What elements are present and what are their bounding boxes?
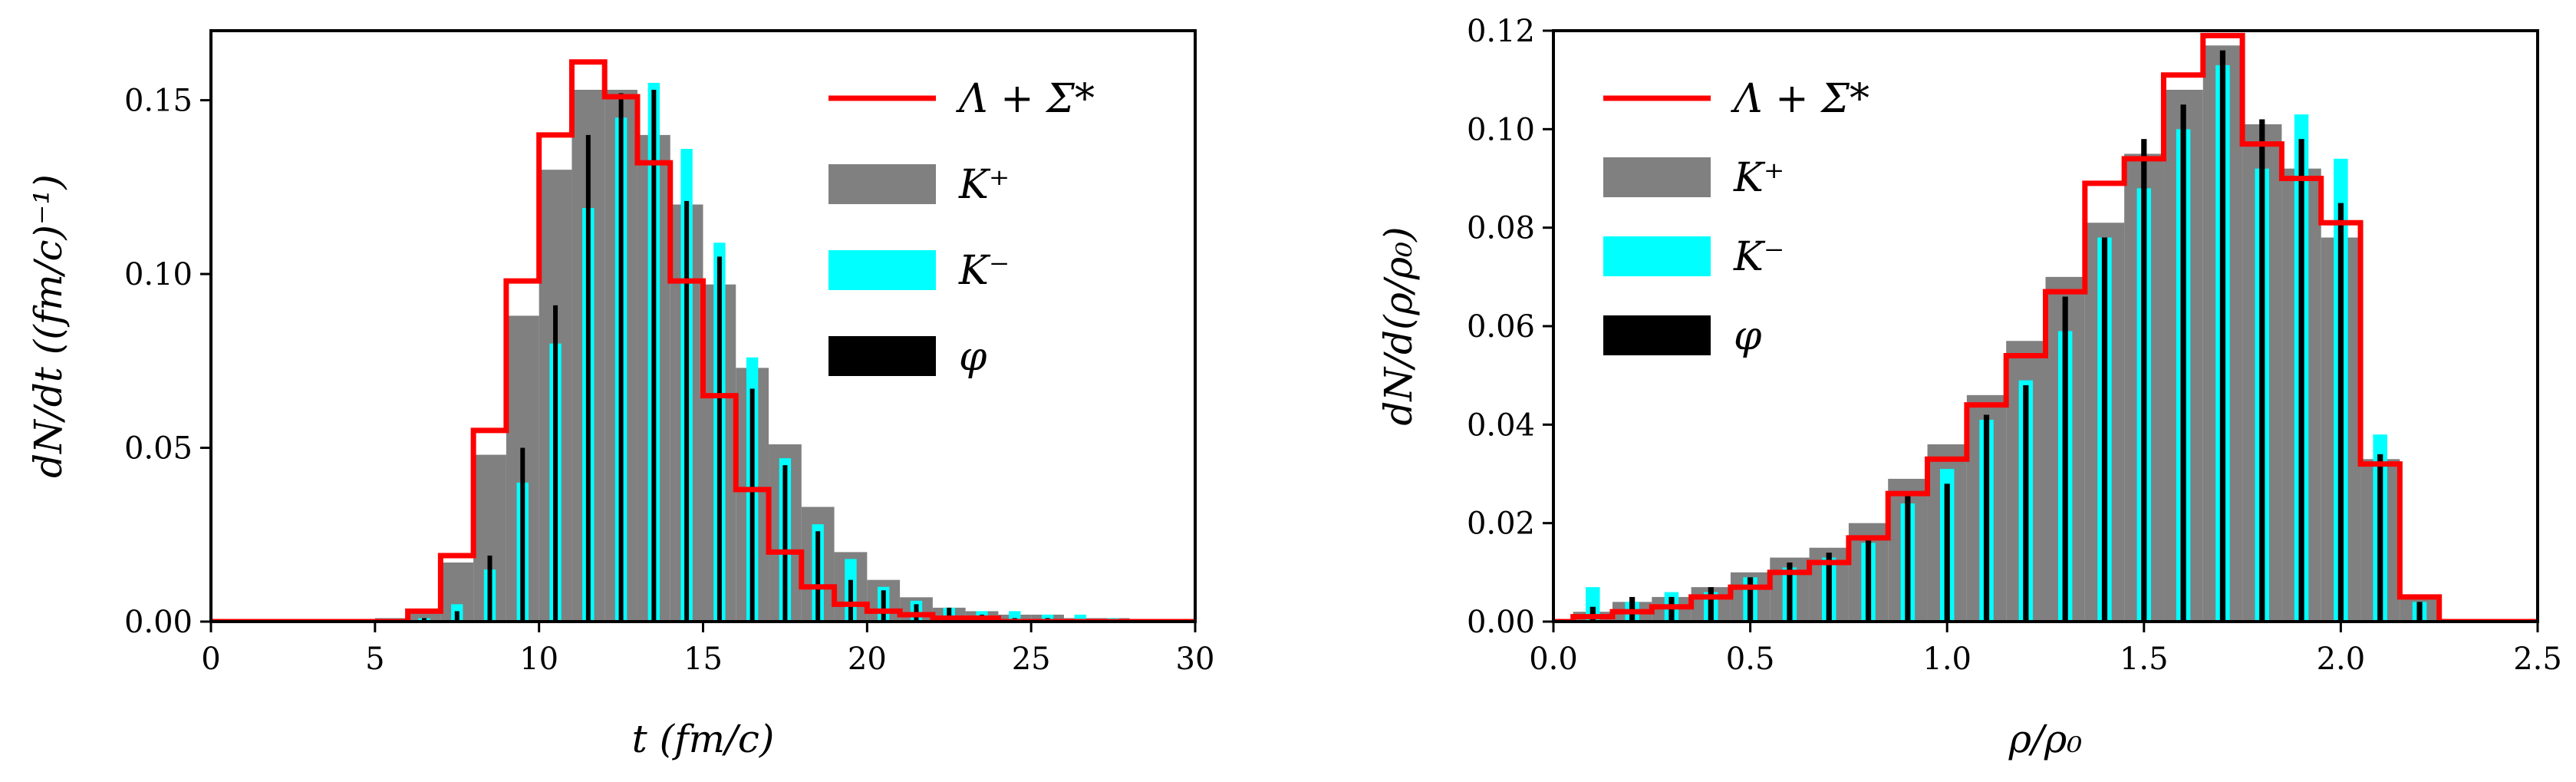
- phi-bar: [1787, 563, 1793, 622]
- legend-label: Λ + Σ*: [1731, 76, 1869, 122]
- phi-bar: [2023, 385, 2029, 622]
- legend-label: K⁻: [958, 248, 1010, 294]
- x-tick-label: 0.5: [1726, 642, 1775, 677]
- phi-bar: [2101, 237, 2108, 622]
- y-tick-label: 0.05: [124, 431, 193, 467]
- y-axis-label: dN/dt ((fm/c)⁻¹): [26, 174, 71, 478]
- phi-bar: [2337, 203, 2344, 622]
- phi-bar: [487, 555, 492, 622]
- x-tick-label: 2.5: [2513, 642, 2562, 677]
- y-tick-label: 0.08: [1467, 211, 1535, 246]
- legend-swatch-box: [828, 164, 936, 204]
- phi-bar: [848, 579, 853, 622]
- phi-bar: [749, 388, 755, 622]
- legend-label: Λ + Σ*: [956, 76, 1095, 122]
- phi-bar: [815, 531, 821, 622]
- x-tick-label: 0.0: [1529, 642, 1578, 677]
- phi-bar: [684, 200, 690, 622]
- phi-bar: [881, 590, 886, 622]
- x-tick-label: 2.0: [2317, 642, 2366, 677]
- phi-bar: [947, 607, 952, 622]
- legend-swatch-box: [1603, 315, 1711, 355]
- x-axis-label: ρ/ρ₀: [2008, 717, 2083, 761]
- phi-bar: [1905, 493, 1911, 622]
- legend-swatch-box: [828, 250, 936, 290]
- legend-label: K⁻: [1733, 234, 1784, 280]
- phi-bar: [1944, 483, 1950, 622]
- x-tick-label: 5: [365, 642, 384, 677]
- x-tick-label: 30: [1176, 642, 1215, 677]
- phi-bar: [1748, 577, 1754, 622]
- legend-swatch-box: [1603, 236, 1711, 276]
- phi-bar: [2377, 454, 2383, 622]
- phi-bar: [2298, 139, 2304, 622]
- phi-bar: [2219, 50, 2226, 622]
- phi-bar: [520, 447, 525, 622]
- lambda-sigma-step-line: [211, 59, 1195, 622]
- k-minus-bar: [1586, 587, 1600, 622]
- x-tick-label: 15: [684, 642, 723, 677]
- phi-bar: [2062, 296, 2068, 622]
- y-tick-label: 0.04: [1467, 407, 1535, 443]
- x-tick-label: 20: [848, 642, 887, 677]
- phi-bar: [2141, 139, 2147, 622]
- k-minus-bar: [1074, 614, 1087, 622]
- phi-bar: [782, 465, 788, 622]
- y-axis-label: dN/d(ρ/ρ₀): [1376, 226, 1421, 425]
- phi-bar: [585, 134, 591, 622]
- y-tick-label: 0.15: [124, 84, 193, 119]
- y-tick-label: 0.00: [1467, 605, 1535, 640]
- phi-bar: [421, 618, 427, 622]
- phi-bar: [2416, 602, 2423, 622]
- legend-label: φ: [959, 334, 987, 380]
- lambda-sigma-step-line: [1553, 32, 2538, 622]
- phi-bar: [553, 305, 558, 622]
- x-tick-label: 1.0: [1922, 642, 1972, 677]
- phi-bar: [716, 256, 722, 622]
- legend-label: K⁺: [1733, 155, 1784, 201]
- legend-label: φ: [1734, 313, 1762, 359]
- x-tick-label: 25: [1012, 642, 1051, 677]
- x-tick-label: 10: [519, 642, 558, 677]
- y-tick-label: 0.10: [124, 257, 193, 292]
- legend: Λ + Σ* K⁺ K⁻ φ: [1603, 76, 1869, 359]
- plot-area: [211, 59, 1195, 622]
- x-tick-label: 0: [201, 642, 220, 677]
- legend-swatch-box: [1603, 157, 1711, 197]
- phi-bar: [2259, 119, 2265, 622]
- phi-bar: [454, 611, 460, 622]
- phi-bar: [1865, 537, 1872, 622]
- phi-bar: [1708, 587, 1714, 622]
- x-axis-label: t (fm/c): [632, 717, 775, 761]
- legend-label: K⁺: [958, 162, 1010, 208]
- x-tick-label: 1.5: [2120, 642, 2169, 677]
- phi-bar: [651, 90, 657, 622]
- y-tick-label: 0.02: [1467, 506, 1535, 542]
- plot-area: [1553, 32, 2538, 622]
- phi-bar: [618, 93, 624, 622]
- y-tick-label: 0.00: [124, 605, 193, 640]
- phi-bar: [1826, 553, 1832, 622]
- y-tick-label: 0.06: [1467, 309, 1535, 345]
- chart-time-distribution: 0 5 10 15 20 25 30 0.00 0.05 0.10 0.15 t (fm/c) dN/d…: [26, 29, 1215, 761]
- legend-swatch-box: [828, 336, 936, 376]
- y-tick-label: 0.12: [1467, 14, 1535, 49]
- phi-bar: [2180, 104, 2186, 622]
- legend: Λ + Σ* K⁺ K⁻ φ: [828, 76, 1095, 380]
- chart-density-distribution: 0.0 0.5 1.0 1.5 2.0 2.5 0.00 0.02 0.04 0.06 0.08 0.…: [1376, 14, 2562, 761]
- y-tick-label: 0.10: [1467, 112, 1535, 147]
- phi-bar: [1983, 414, 1990, 622]
